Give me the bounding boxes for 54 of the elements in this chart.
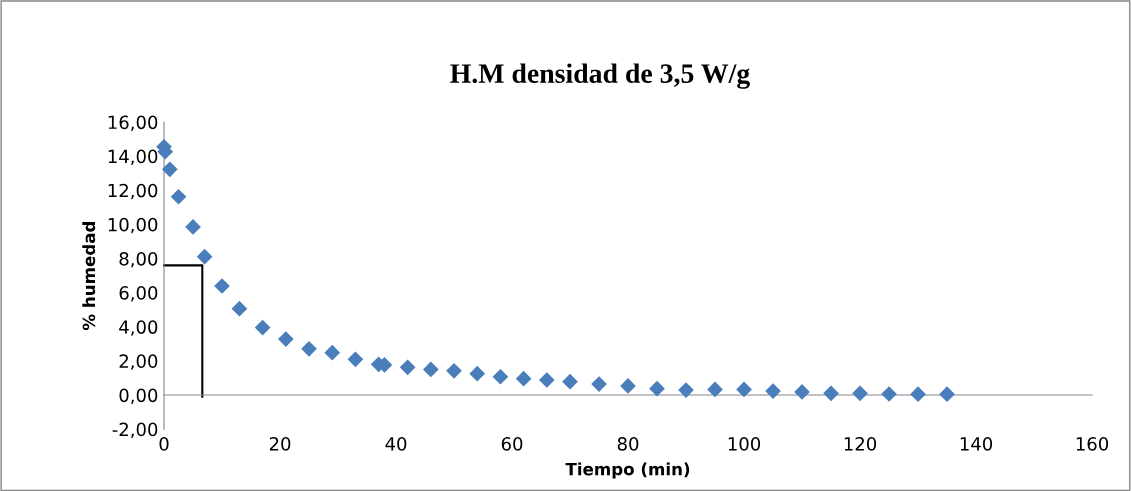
point <box>539 372 555 388</box>
x-tick-label: 0 <box>159 436 169 451</box>
y-tick-label: 12,00 <box>108 183 158 200</box>
point <box>162 161 178 177</box>
y-tick-label: 6,00 <box>119 286 158 302</box>
point <box>446 363 462 379</box>
y-tick-label: 2,00 <box>119 354 158 370</box>
point <box>649 381 665 397</box>
y-tick-label: 14,00 <box>108 149 158 166</box>
y-tick-label: -2,00 <box>112 422 158 439</box>
point <box>214 278 230 294</box>
point <box>469 366 485 382</box>
x-tick-label: 140 <box>960 436 993 451</box>
x-tick-label: 80 <box>617 436 639 451</box>
point <box>301 341 317 357</box>
point <box>324 345 340 361</box>
x-tick-label: 100 <box>728 436 761 451</box>
y-tick-label: 10,00 <box>108 217 158 234</box>
y-tick-label: 16,00 <box>108 115 158 131</box>
point <box>516 371 532 387</box>
point <box>591 376 607 392</box>
y-axis-title: % humedad <box>82 221 96 331</box>
point <box>707 381 723 397</box>
point <box>278 331 294 347</box>
point <box>765 383 781 399</box>
point <box>255 320 271 336</box>
x-tick-label: 160 <box>1076 436 1109 451</box>
x-tick-label: 60 <box>501 436 523 451</box>
point <box>562 374 578 390</box>
y-tick-label: 8,00 <box>119 251 158 268</box>
x-tick-label: 40 <box>385 436 407 451</box>
point <box>736 381 752 397</box>
x-tick-label: 120 <box>844 436 877 451</box>
point <box>881 386 897 402</box>
chart-title: H.M densidad de 3,5 W/g <box>450 63 750 89</box>
point <box>823 385 839 401</box>
point <box>939 386 955 402</box>
point <box>347 351 363 367</box>
y-tick-label: 4,00 <box>119 320 158 336</box>
point <box>185 219 201 235</box>
point <box>197 249 213 265</box>
point <box>423 361 439 377</box>
point <box>794 384 810 400</box>
point <box>678 382 694 398</box>
point <box>910 386 926 402</box>
point <box>170 189 187 205</box>
point <box>620 378 636 394</box>
point <box>492 369 509 385</box>
x-tick-label: 20 <box>269 436 291 451</box>
y-tick-label: 0,00 <box>119 388 158 404</box>
x-axis-title: Tiempo (min) <box>565 462 690 479</box>
point <box>231 301 247 317</box>
point <box>852 385 868 401</box>
point <box>400 359 416 375</box>
